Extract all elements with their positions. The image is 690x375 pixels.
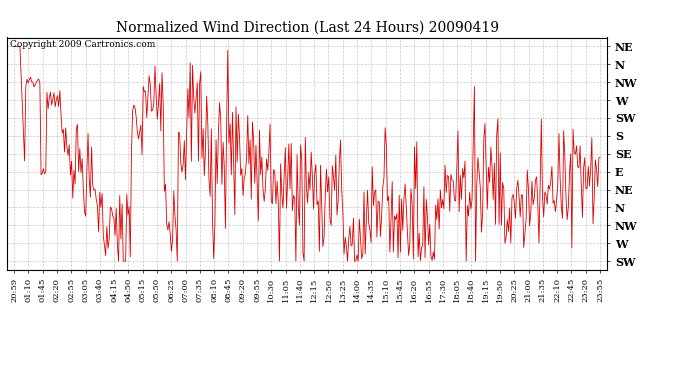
- Title: Normalized Wind Direction (Last 24 Hours) 20090419: Normalized Wind Direction (Last 24 Hours…: [115, 21, 499, 35]
- Text: Copyright 2009 Cartronics.com: Copyright 2009 Cartronics.com: [10, 40, 155, 49]
